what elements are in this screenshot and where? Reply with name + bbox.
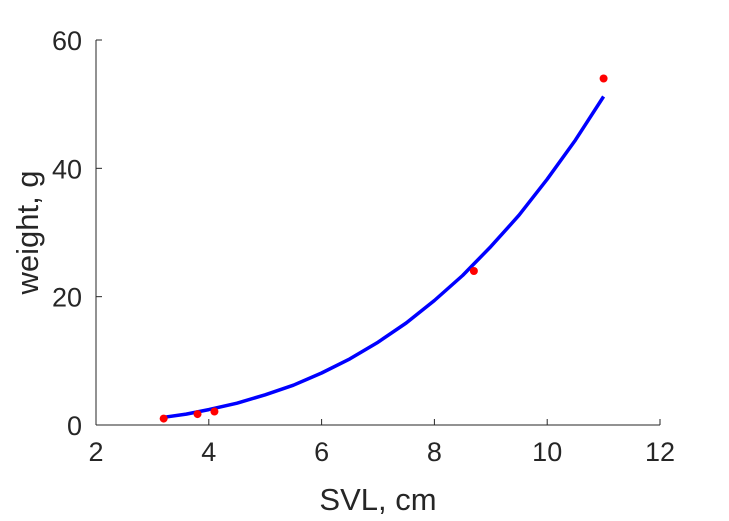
fit-curve-line bbox=[163, 95, 606, 420]
x-axis-label: SVL, cm bbox=[319, 482, 436, 517]
x-tick-label: 10 bbox=[532, 437, 562, 467]
x-tick-label: 8 bbox=[427, 437, 442, 467]
fit-curve-layer bbox=[163, 95, 606, 420]
data-point bbox=[193, 410, 202, 419]
data-points-layer bbox=[159, 74, 608, 423]
x-tick-label: 12 bbox=[645, 437, 675, 467]
data-point bbox=[159, 414, 168, 423]
tick-labels-layer: 2 4 6 8 10 12 0 20 40 60 bbox=[52, 26, 675, 467]
x-tick-label: 2 bbox=[88, 437, 103, 467]
data-point bbox=[599, 74, 608, 83]
data-point bbox=[210, 407, 219, 416]
data-point bbox=[469, 267, 478, 275]
y-tick-label: 40 bbox=[52, 154, 82, 184]
x-tick-label: 4 bbox=[201, 437, 216, 467]
y-tick-label: 0 bbox=[67, 411, 82, 441]
axes bbox=[95, 39, 661, 426]
y-axis-label: weight, g bbox=[10, 170, 45, 295]
y-tick-label: 60 bbox=[52, 26, 82, 56]
x-tick-label: 6 bbox=[314, 437, 329, 467]
y-tick-label: 20 bbox=[52, 283, 82, 313]
